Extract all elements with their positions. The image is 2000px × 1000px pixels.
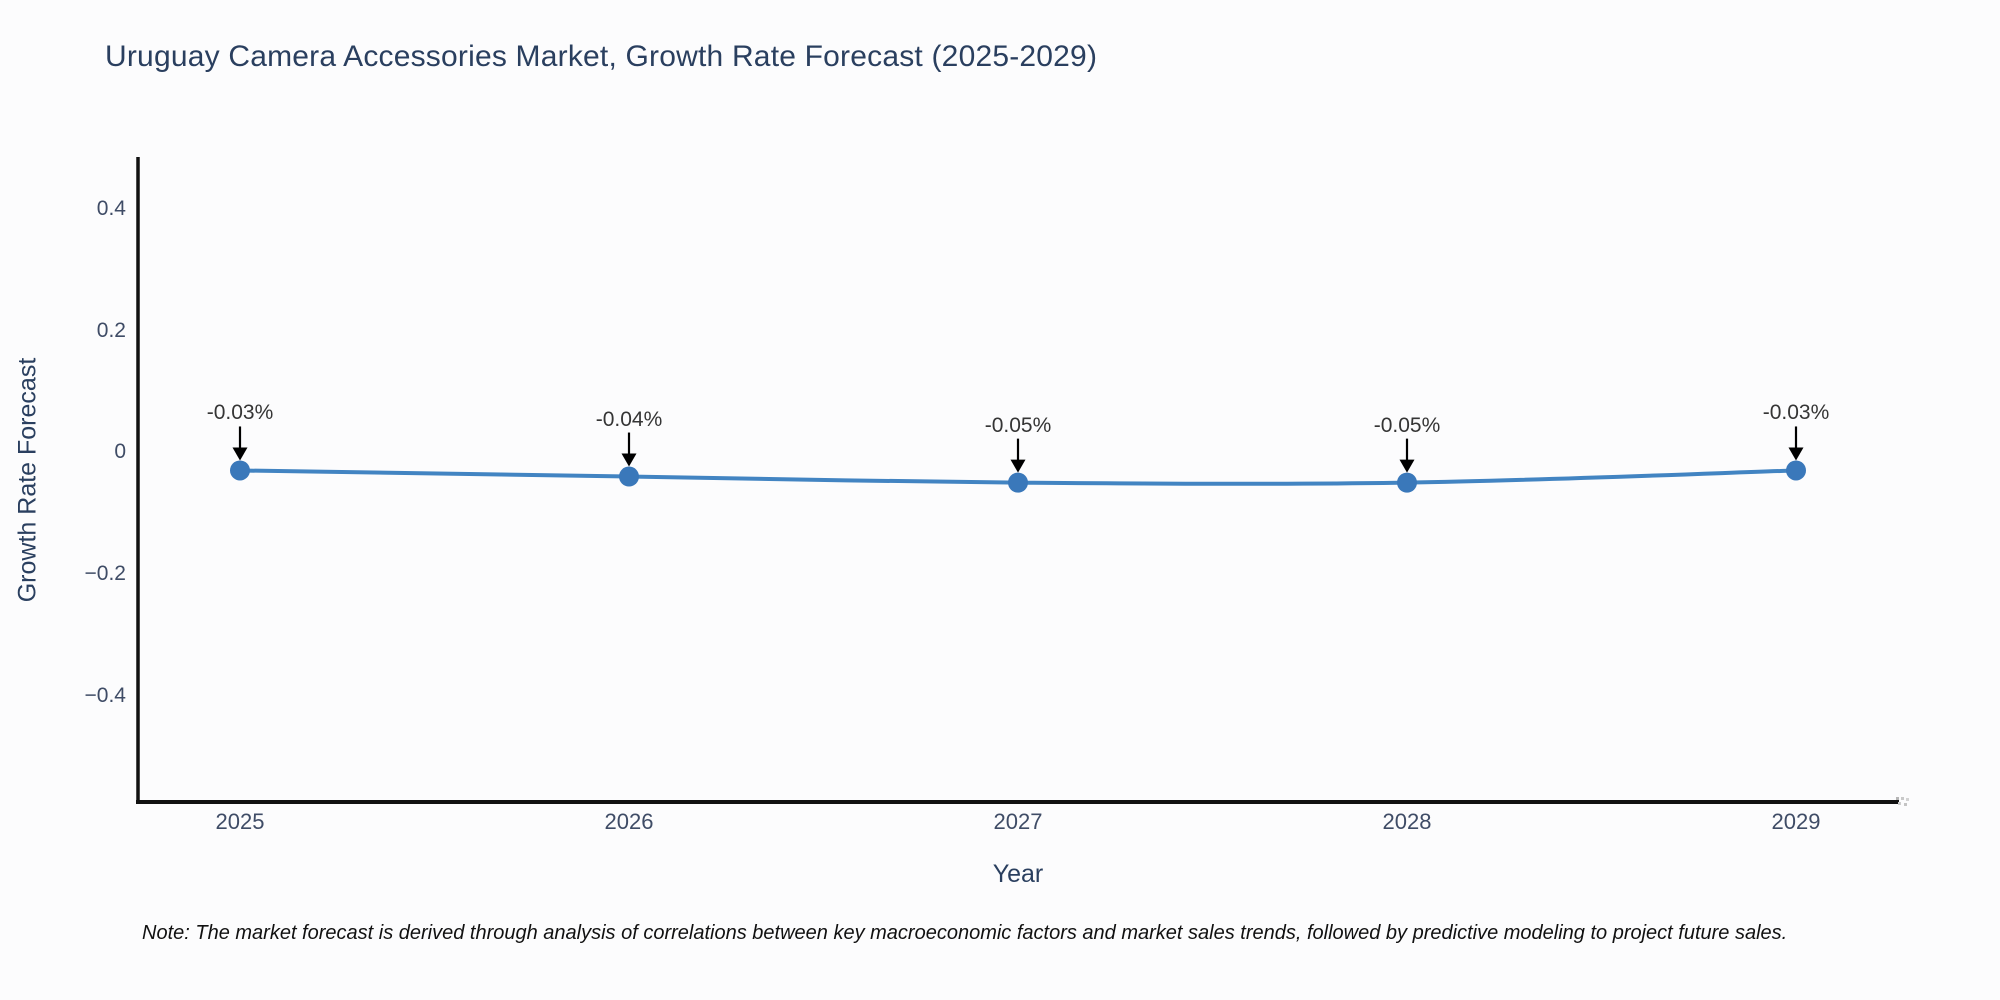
annotation-arrow-head xyxy=(1399,459,1415,473)
x-tick-2026: 2026 xyxy=(604,809,654,834)
point-annotation-2029: -0.03% xyxy=(1762,401,1830,425)
y-tick-0.2: 0.2 xyxy=(96,318,126,342)
y-tick-−0.4: −0.4 xyxy=(84,683,126,707)
data-point-2027[interactable] xyxy=(1008,472,1028,493)
y-axis-title: Growth Rate Forecast xyxy=(13,357,42,603)
y-tick-−0.2: −0.2 xyxy=(84,561,126,585)
axis-end-artifact xyxy=(1896,797,1899,800)
footnote: Note: The market forecast is derived thr… xyxy=(142,922,1788,944)
point-annotation-2028: -0.05% xyxy=(1373,413,1441,437)
data-point-2028[interactable] xyxy=(1397,472,1417,493)
y-tick-0: 0 xyxy=(114,440,126,464)
data-point-2025[interactable] xyxy=(230,460,250,481)
annotation-arrow-head xyxy=(232,447,248,461)
point-annotation-2027: -0.05% xyxy=(984,413,1052,437)
x-tick-2025: 2025 xyxy=(215,809,265,834)
y-tick-0.4: 0.4 xyxy=(96,196,126,220)
x-tick-2028: 2028 xyxy=(1382,809,1432,834)
x-tick-2027: 2027 xyxy=(993,809,1043,834)
annotation-arrow-head xyxy=(621,453,637,467)
annotation-arrow-head xyxy=(1010,459,1026,473)
x-axis-title: Year xyxy=(992,860,1044,888)
data-point-2029[interactable] xyxy=(1786,460,1806,481)
annotation-arrow-head xyxy=(1788,447,1804,461)
data-point-2026[interactable] xyxy=(619,466,639,487)
chart-title: Uruguay Camera Accessories Market, Growt… xyxy=(105,40,1098,73)
point-annotation-2025: -0.03% xyxy=(206,401,274,425)
point-annotation-2026: -0.04% xyxy=(595,407,663,431)
x-tick-2029: 2029 xyxy=(1771,809,1821,834)
